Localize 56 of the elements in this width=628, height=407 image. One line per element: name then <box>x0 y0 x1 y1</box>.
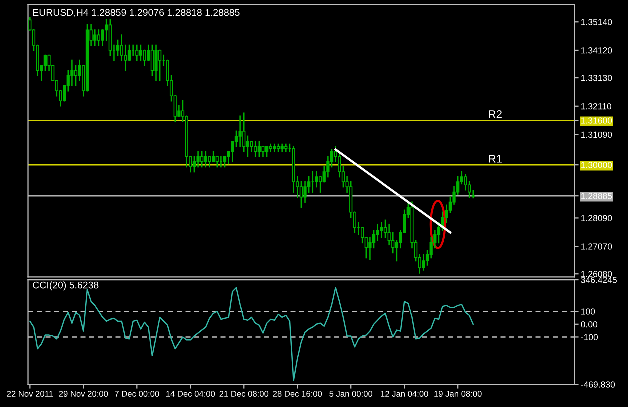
candlestick <box>139 44 143 62</box>
candlestick <box>74 65 78 86</box>
candlestick <box>200 151 204 168</box>
y-tick-label: 1.32110 <box>582 103 612 110</box>
y-tick-label: 1.27070 <box>582 244 612 250</box>
y-tick-label: -100 <box>581 334 598 340</box>
candlestick <box>280 144 284 152</box>
y-tick-label: 1.28885 <box>582 193 612 200</box>
candlestick <box>158 50 162 82</box>
y-tick-label: -469.830 <box>581 382 616 388</box>
y-tick-label: 1.26080 <box>582 271 612 278</box>
candlestick <box>238 116 242 148</box>
y-tick-label: 0.00 <box>581 321 598 328</box>
candlestick <box>150 44 154 76</box>
y-tick-label: 1.31600 <box>582 118 612 124</box>
candlestick <box>136 44 139 62</box>
candlestick <box>208 156 212 168</box>
x-tick-label: 21 Dec 08:00 <box>220 391 269 397</box>
candlestick <box>284 144 288 152</box>
x-tick-label: 28 Dec 16:00 <box>273 391 322 397</box>
x-tick-label: 14 Dec 04:00 <box>166 391 216 397</box>
x-tick-label: 7 Dec 00:00 <box>115 391 160 397</box>
candlestick <box>265 146 269 158</box>
x-tick-label: 19 Jan 08:00 <box>434 391 482 397</box>
candlestick <box>204 151 208 168</box>
candlestick <box>216 156 219 168</box>
candlestick <box>242 112 246 152</box>
x-tick-label: 12 Jan 04:00 <box>381 391 428 397</box>
candlestick <box>254 141 258 158</box>
candlestick <box>376 224 380 242</box>
y-tick-label: 1.33130 <box>582 75 612 82</box>
candlestick <box>262 146 265 158</box>
y-tick-label: 1.31090 <box>582 132 612 138</box>
y-tick-label: 100 <box>582 308 596 315</box>
x-tick-label: 22 Nov 2011 <box>7 391 54 397</box>
y-tick-label: 346.4245 <box>581 277 617 284</box>
ref-line-label: R1 <box>489 155 502 163</box>
chart-title: CCI(20) 5.6238 <box>33 282 99 291</box>
y-tick-label: 1.30000 <box>582 162 612 168</box>
ref-line-label: R2 <box>489 110 502 118</box>
candlestick <box>212 151 216 162</box>
candlestick <box>94 30 97 46</box>
x-tick-label: 29 Nov 20:00 <box>59 391 108 397</box>
y-tick-label: 1.28090 <box>582 215 612 222</box>
y-tick-label: 1.34120 <box>582 48 612 54</box>
chart-title: EURUSD,H4 1.28859 1.29076 1.28818 1.28885 <box>33 9 240 18</box>
candlestick <box>422 254 426 271</box>
candlestick <box>273 144 276 152</box>
candlestick <box>380 222 384 238</box>
x-tick-label: 5 Jan 00:00 <box>330 391 373 397</box>
candlestick <box>269 144 272 152</box>
candlestick <box>300 181 304 208</box>
candlestick <box>258 141 261 158</box>
candlestick <box>97 30 101 46</box>
candlestick <box>154 44 158 82</box>
y-tick-label: 1.35140 <box>582 19 612 26</box>
